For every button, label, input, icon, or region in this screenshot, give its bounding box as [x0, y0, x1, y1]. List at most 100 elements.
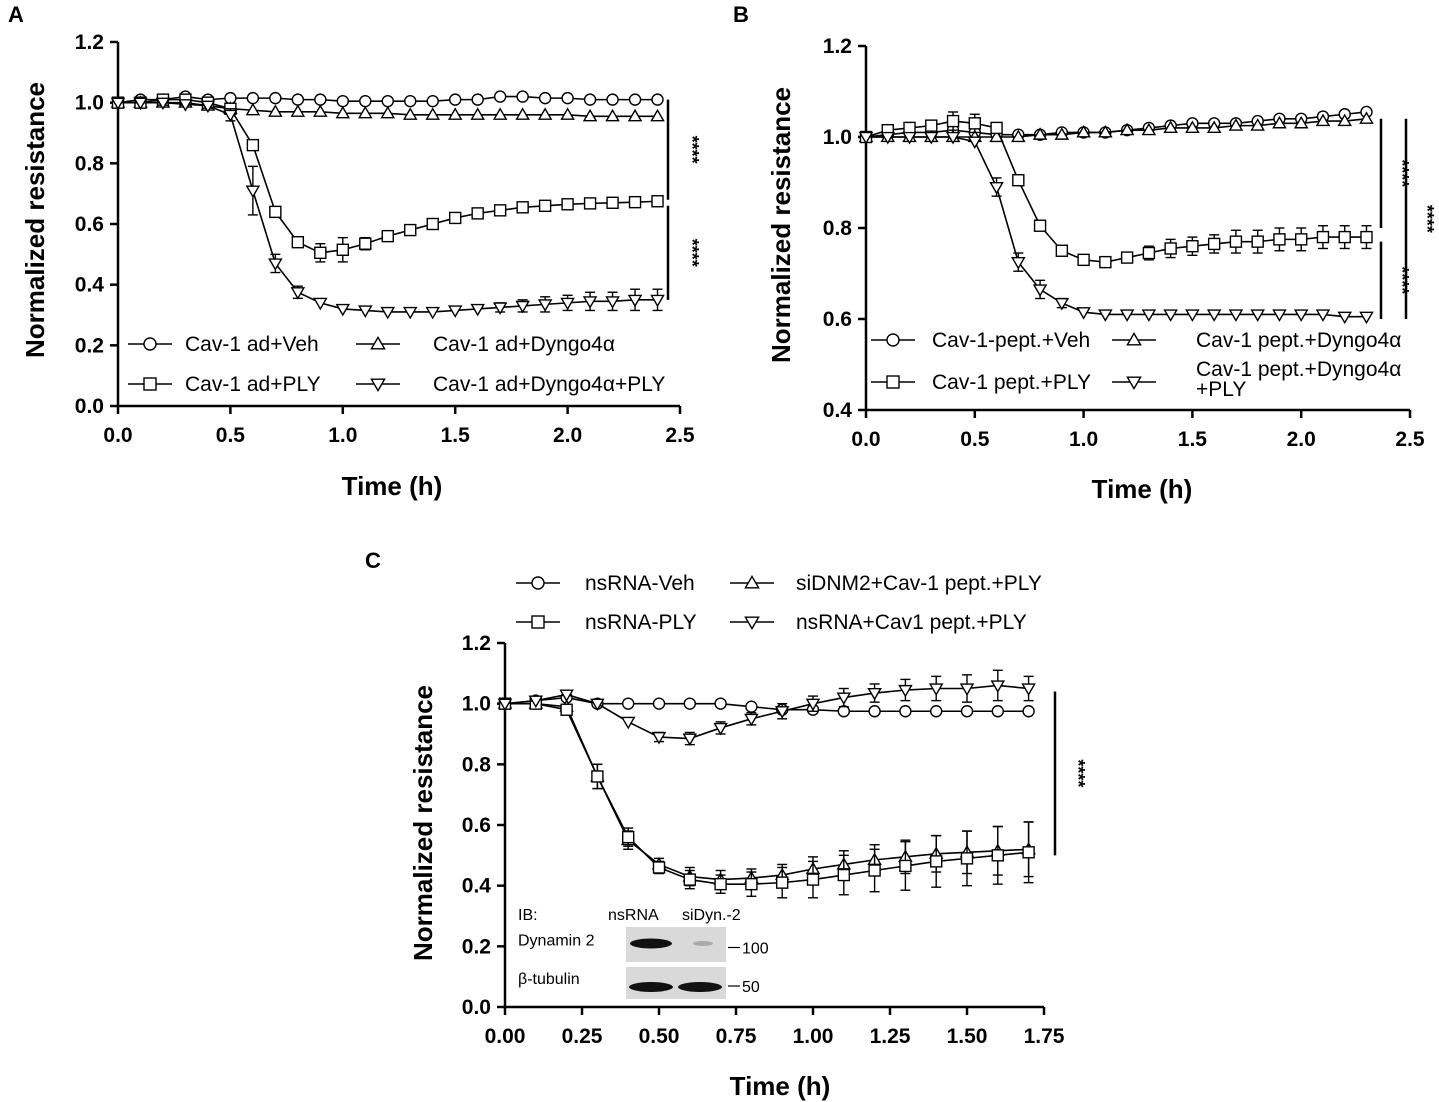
data-point: [1186, 239, 1199, 253]
data-point: [561, 91, 574, 105]
x-tick-label: 1.50: [947, 1025, 988, 1048]
series-line: [505, 702, 1029, 881]
data-point: [402, 107, 418, 120]
x-tick-label: 1.75: [1024, 1025, 1065, 1048]
y-axis-title: Normalized resistance: [20, 82, 50, 358]
y-tick-label: 0.6: [823, 308, 852, 331]
data-point: [470, 107, 485, 120]
data-point: [246, 91, 260, 105]
data-point: [968, 117, 981, 130]
data-point: [314, 246, 327, 260]
data-point: [1098, 125, 1113, 138]
x-tick-label: 0.0: [851, 428, 880, 451]
lane-label: nsRNA: [608, 907, 659, 924]
x-tick-label: 0.50: [639, 1025, 680, 1048]
legend: Cav-1 ad+Veh Cav-1 ad+Dyngo4α Cav-1 ad+PLY…: [128, 333, 665, 396]
data-point: [538, 199, 552, 213]
x-tick-label: 2.0: [1287, 428, 1316, 451]
data-point: [471, 207, 484, 220]
data-point: [336, 243, 349, 256]
legend-marker: [1126, 376, 1142, 390]
data-point: [1207, 237, 1221, 251]
data-point: [1315, 309, 1331, 322]
data-point: [1185, 120, 1200, 134]
data-point: [582, 108, 598, 122]
data-point: [381, 94, 394, 108]
panel-label: A: [8, 2, 24, 27]
data-point: [1315, 113, 1331, 127]
y-tick-label: 0.8: [823, 217, 853, 240]
legend-marker: [143, 377, 157, 391]
data-point: [945, 131, 961, 145]
data-point: [269, 91, 282, 105]
lane-label: siDyn.-2: [682, 907, 741, 924]
data-point: [837, 868, 850, 882]
data-point: [1141, 122, 1157, 136]
legend-label: nsRNA-Veh: [585, 572, 695, 595]
data-point: [990, 121, 1003, 135]
data-point: [492, 302, 508, 315]
data-point: [291, 93, 305, 106]
data-point: [493, 90, 507, 103]
data-point: [516, 90, 529, 103]
x-axis-title: Time (h): [1092, 474, 1193, 504]
data-point: [1250, 118, 1265, 131]
x-tick-label: 0.5: [216, 424, 246, 447]
protein-label: Dynamin 2: [518, 933, 595, 950]
data-point: [583, 93, 597, 106]
data-point: [627, 294, 643, 308]
data-point: [902, 131, 917, 145]
x-tick-label: 1.00: [793, 1025, 834, 1048]
data-point: [1360, 230, 1373, 244]
data-point: [1272, 309, 1287, 322]
data-point: [990, 680, 1006, 693]
data-point: [447, 305, 463, 318]
data-point: [652, 861, 666, 874]
data-point: [899, 859, 912, 873]
data-point: [744, 713, 759, 727]
data-point: [946, 114, 960, 128]
data-point: [538, 91, 552, 105]
data-point: [650, 294, 665, 308]
significance-label: ****: [1068, 759, 1088, 787]
x-tick-label: 2.5: [1395, 428, 1425, 451]
x-tick-label: 0.0: [103, 424, 132, 447]
y-tick-label: 0.4: [462, 875, 492, 898]
data-point: [1076, 125, 1091, 138]
data-point: [560, 297, 575, 311]
x-tick-label: 1.25: [870, 1025, 911, 1048]
x-tick-label: 1.5: [441, 424, 471, 447]
data-point: [1119, 122, 1135, 136]
data-point: [1076, 307, 1091, 320]
data-point: [928, 683, 944, 696]
data-point: [652, 697, 666, 710]
data-point: [924, 131, 939, 145]
legend-label: Cav-1 pept.+Dyngo4α: [1196, 329, 1401, 352]
data-point: [1142, 246, 1156, 260]
legend-label: Cav-1 pept.+PLY: [932, 371, 1091, 394]
data-point: [246, 138, 260, 152]
data-point: [898, 684, 913, 698]
data-point: [1141, 309, 1157, 322]
y-tick-label: 0.2: [75, 334, 104, 357]
y-tick-label: 0.6: [75, 213, 104, 236]
x-tick-label: 2.0: [553, 424, 582, 447]
data-point: [404, 223, 417, 237]
data-point: [1021, 683, 1036, 696]
y-tick-label: 1.2: [75, 31, 104, 54]
data-point: [960, 852, 974, 865]
series-circle: [498, 691, 1035, 718]
data-point: [1228, 118, 1244, 131]
y-tick-label: 0.8: [75, 152, 105, 175]
protein-band: [629, 982, 673, 992]
legend-marker: [886, 333, 900, 347]
x-axis-title: Time (h): [730, 1071, 831, 1101]
data-point: [713, 722, 728, 736]
x-tick-label: 0.25: [562, 1025, 603, 1048]
data-point: [867, 687, 882, 701]
data-point: [245, 185, 261, 199]
data-point: [868, 864, 881, 877]
data-point: [590, 698, 605, 712]
data-point: [620, 716, 636, 730]
data-point: [404, 94, 417, 108]
